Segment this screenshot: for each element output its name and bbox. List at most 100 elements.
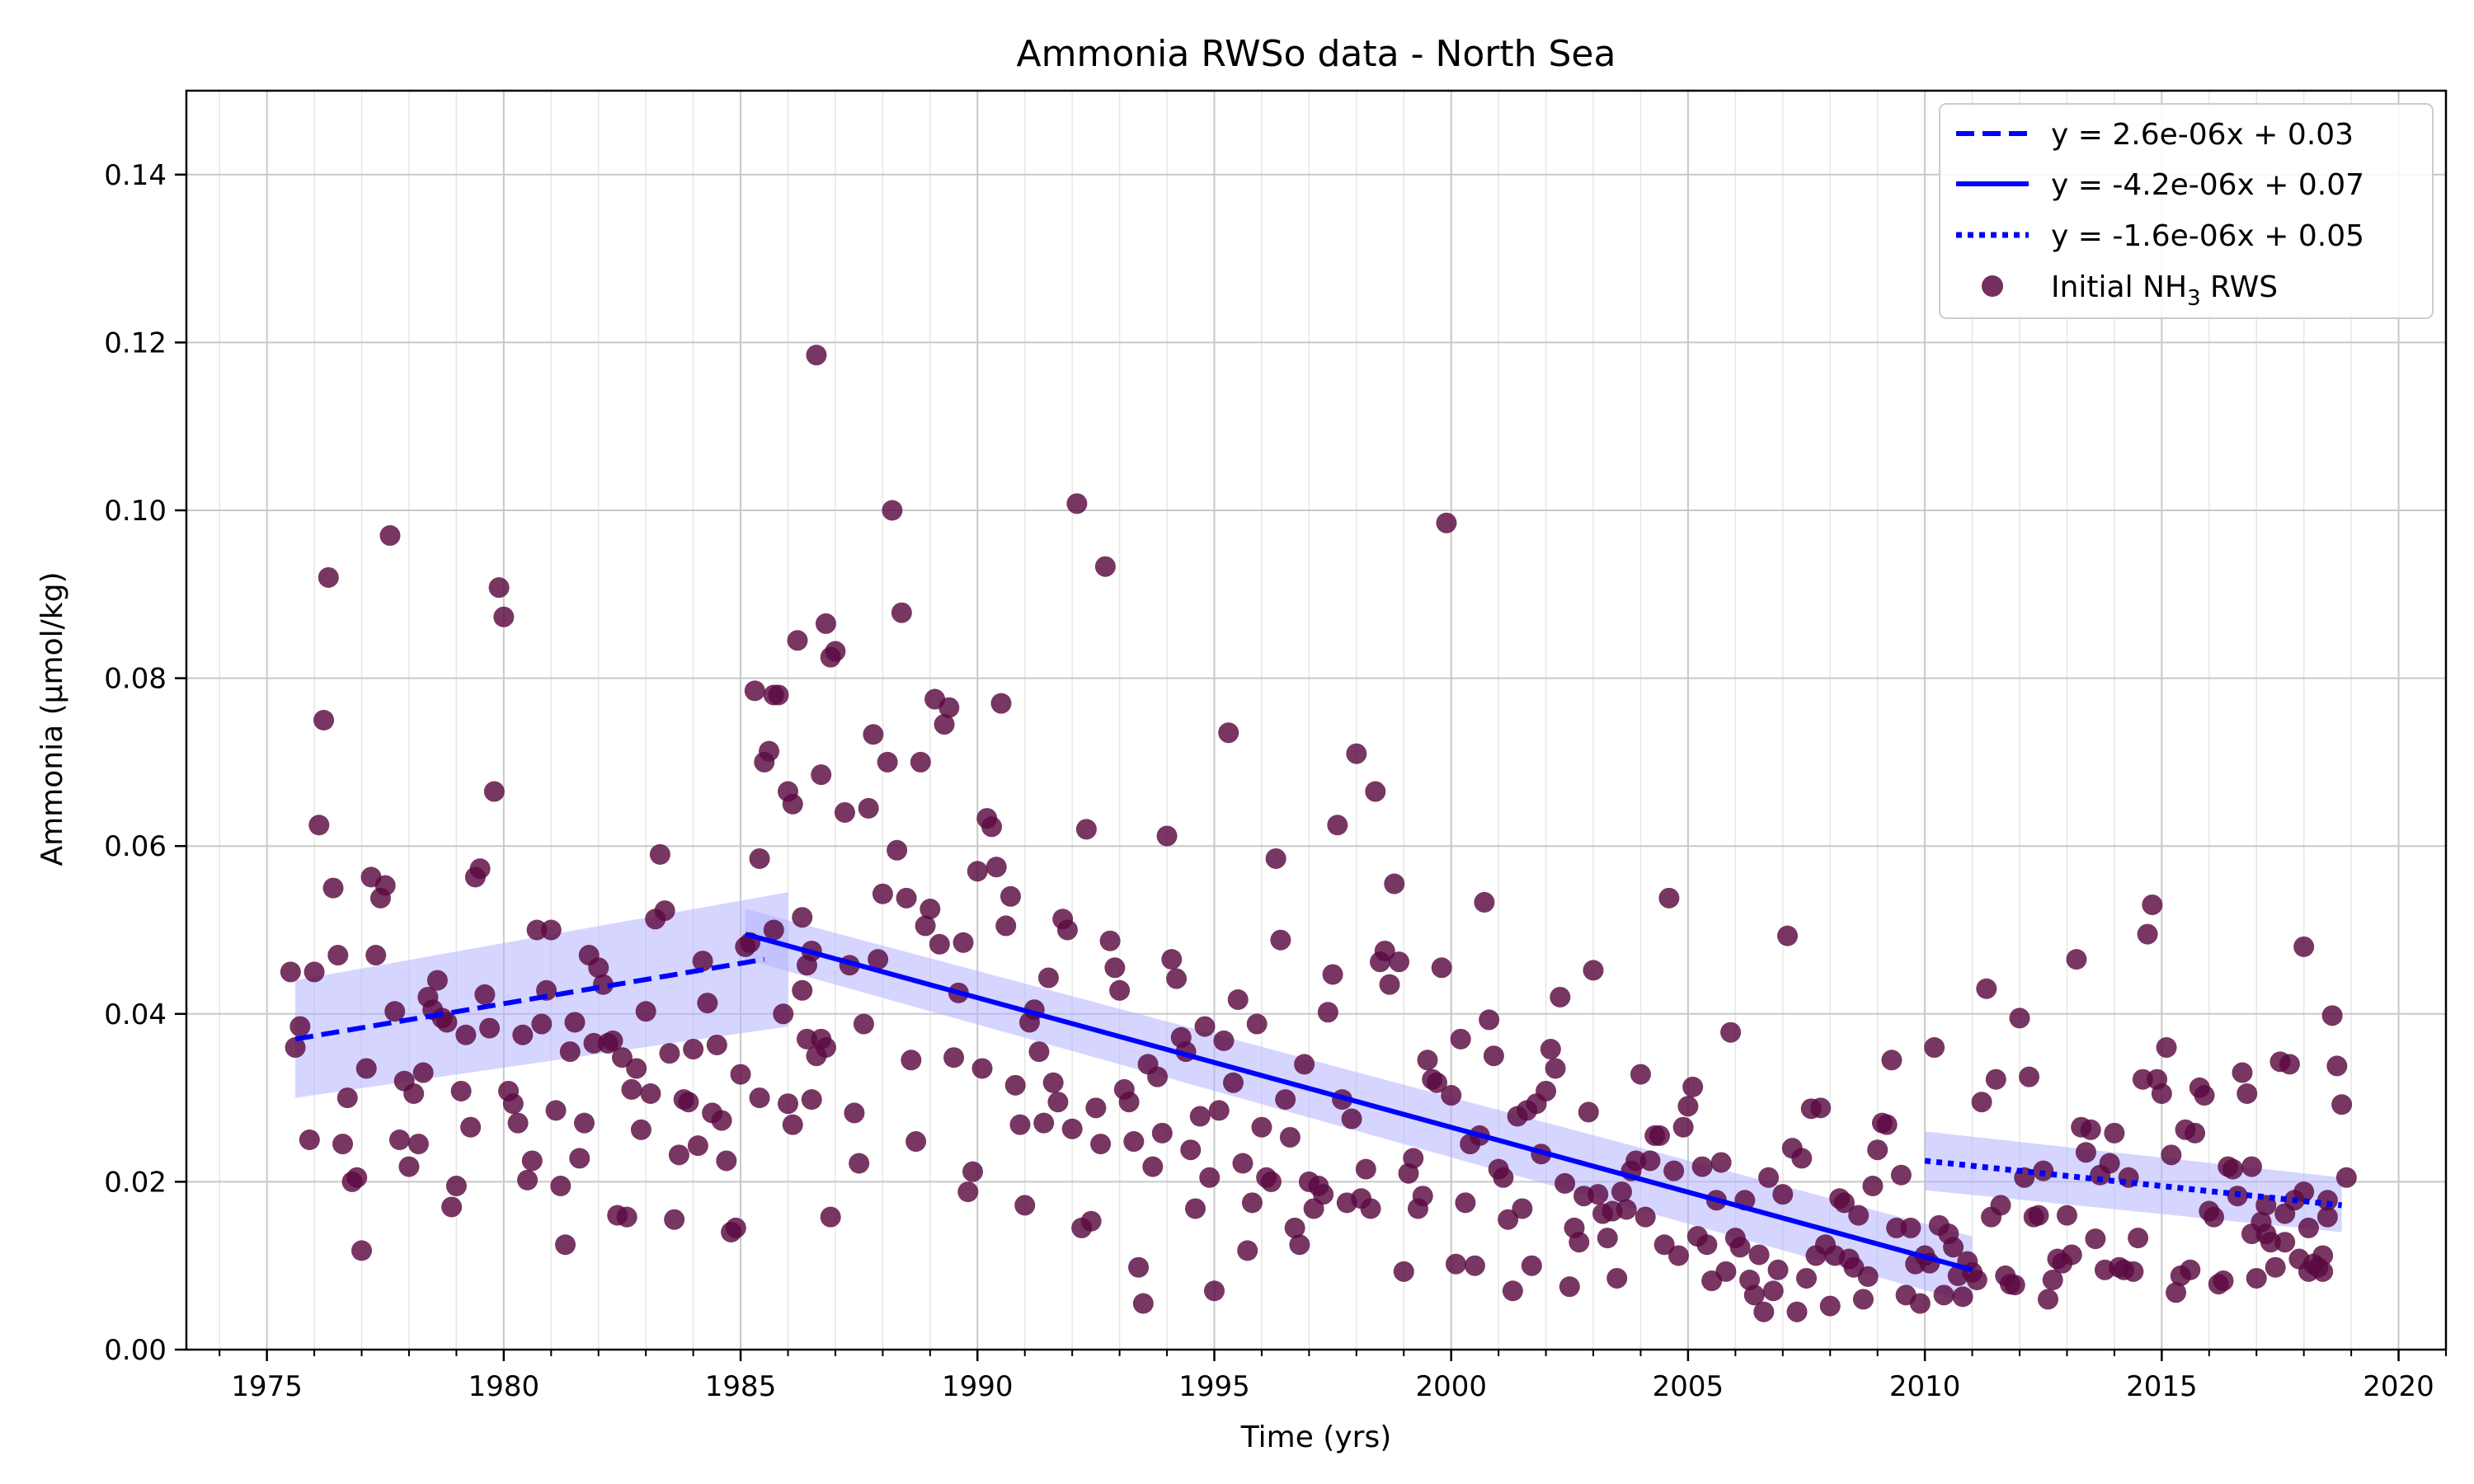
data-point	[460, 1116, 482, 1138]
data-point	[1436, 512, 1457, 533]
data-point	[1270, 929, 1291, 951]
data-point	[488, 577, 510, 599]
data-point	[901, 1050, 922, 1071]
data-point	[2335, 1167, 2357, 1188]
data-point	[555, 1234, 576, 1256]
data-point	[1900, 1217, 1921, 1238]
x-tick-label: 2010	[1889, 1370, 1961, 1403]
data-point	[668, 1144, 689, 1166]
legend-box	[1939, 103, 2434, 319]
data-point	[2185, 1122, 2206, 1144]
data-point	[2326, 1055, 2348, 1077]
data-point	[844, 1102, 865, 1124]
data-point	[285, 1037, 306, 1059]
data-point	[1743, 1284, 1765, 1306]
data-point	[2028, 1205, 2049, 1226]
x-tick-label: 2020	[2363, 1370, 2434, 1403]
x-tick-label: 1980	[468, 1370, 540, 1403]
x-tick-label: 1985	[705, 1370, 777, 1403]
data-point	[521, 1150, 543, 1172]
data-point	[1772, 1184, 1794, 1205]
data-point	[1890, 1164, 1912, 1186]
data-point	[811, 1028, 832, 1050]
data-point	[2142, 894, 2163, 915]
data-point	[1208, 1100, 1230, 1121]
data-point	[512, 1024, 534, 1045]
data-point	[782, 793, 803, 815]
data-point	[1227, 989, 1249, 1010]
data-point	[1047, 1092, 1069, 1113]
data-point	[474, 984, 496, 1005]
data-point	[1758, 1167, 1780, 1188]
data-point	[1365, 781, 1386, 802]
data-point	[602, 1030, 623, 1051]
data-point	[1109, 979, 1131, 1001]
data-point	[1710, 1152, 1732, 1173]
data-point	[834, 801, 855, 823]
data-point	[2156, 1037, 2177, 1059]
data-point	[792, 907, 813, 928]
data-point	[1848, 1205, 1870, 1226]
data-point	[2004, 1275, 2025, 1296]
data-point	[1639, 1150, 1661, 1172]
data-point	[398, 1156, 420, 1177]
data-point	[1218, 722, 1239, 744]
data-point	[716, 1150, 737, 1172]
data-point	[1360, 1198, 1381, 1219]
data-point	[985, 857, 1007, 878]
data-point	[725, 1217, 746, 1238]
data-point	[820, 1206, 841, 1228]
data-point	[692, 951, 713, 972]
data-point	[384, 1001, 406, 1022]
data-point	[706, 1034, 727, 1055]
data-point	[806, 1045, 827, 1067]
data-point	[346, 1167, 368, 1188]
data-point	[1014, 1195, 1036, 1216]
data-point	[1128, 1256, 1150, 1278]
data-point	[1819, 1295, 1841, 1317]
data-point	[1450, 1028, 1471, 1050]
data-point	[1080, 1210, 1102, 1232]
legend-label-scatter: Initial NH3 RWS	[2051, 270, 2278, 311]
data-point	[1985, 1068, 2006, 1090]
data-point	[1966, 1270, 1987, 1291]
data-point	[332, 1134, 354, 1155]
data-point	[1194, 1016, 1216, 1037]
data-point	[1578, 1101, 1599, 1123]
data-point	[858, 797, 879, 819]
data-point	[426, 970, 448, 991]
data-point	[1090, 1134, 1112, 1155]
data-point	[407, 1134, 429, 1155]
data-point	[687, 1135, 708, 1157]
data-point	[678, 1092, 699, 1113]
legend-swatch-scatter	[1982, 275, 2003, 297]
data-point	[910, 751, 931, 773]
data-point	[1042, 1072, 1064, 1093]
data-point	[1886, 1217, 1907, 1238]
data-point	[1260, 1171, 1282, 1192]
data-point	[1417, 1050, 1438, 1071]
data-point	[2316, 1190, 2338, 1211]
data-point	[815, 613, 836, 634]
data-point	[1762, 1280, 1784, 1302]
data-point	[943, 1047, 965, 1068]
data-point	[403, 1083, 425, 1105]
data-point	[1246, 1013, 1268, 1035]
data-point	[640, 1083, 661, 1105]
data-point	[957, 1181, 979, 1203]
data-point	[540, 919, 562, 941]
data-point	[1374, 940, 1395, 961]
data-point	[1852, 1289, 1874, 1310]
data-point	[1545, 1058, 1566, 1079]
data-point	[2232, 1062, 2253, 1083]
data-point	[2042, 1270, 2063, 1291]
data-point	[2265, 1256, 2286, 1278]
data-point	[583, 1032, 604, 1054]
data-point	[1550, 986, 1571, 1007]
data-point	[2222, 1158, 2244, 1180]
data-point	[569, 1148, 590, 1169]
data-point	[1379, 974, 1400, 995]
data-point	[507, 1112, 529, 1134]
data-point	[502, 1093, 524, 1115]
